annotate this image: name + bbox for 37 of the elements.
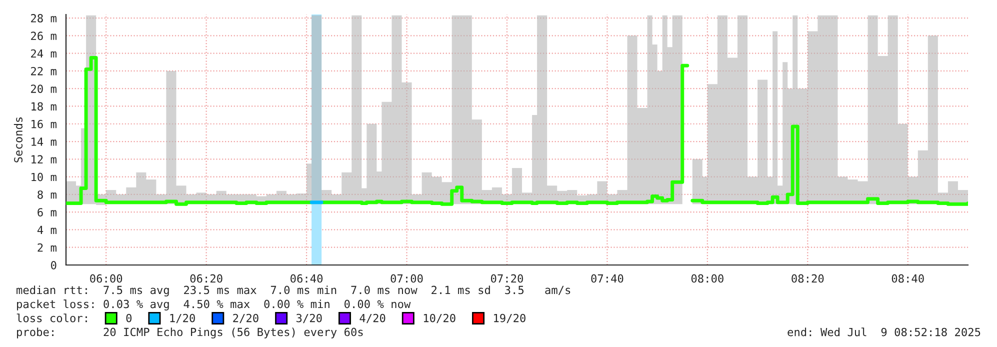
x-tick-label: 08:00: [691, 274, 724, 283]
x-tick-label: 08:20: [792, 274, 824, 283]
y-tick-label: 4 m: [37, 226, 56, 234]
y-tick-label: 12 m: [32, 155, 56, 164]
y-tick-label: 16 m: [32, 120, 56, 128]
y-tick-label: 22 m: [31, 66, 56, 76]
legend-title: loss color:: [16, 314, 87, 322]
y-tick-label: 24 m: [31, 49, 56, 58]
y-tick-label: 18 m: [32, 102, 56, 111]
x-tick-label: 06:00: [90, 274, 122, 283]
x-tick-label: 07:00: [390, 274, 423, 283]
y-tick-label: 10 m: [32, 172, 56, 182]
y-tick-label: 8 m: [38, 190, 56, 199]
legend-label: 0: [126, 314, 132, 322]
legend-label: 19/20: [494, 314, 526, 324]
x-tick-label: 06:20: [190, 274, 222, 283]
x-tick-label: 06:40: [290, 274, 323, 283]
y-tick-label: 14 m: [32, 138, 56, 146]
text: median rtt: 7.5 ms avg 23.5 ms max 7.0 ms min 7.0 ms now 2.1 ms sd 3.5 am/s: [16, 286, 570, 296]
legend-label: 1/20: [170, 314, 195, 324]
y-tick-label: 28 m: [31, 14, 56, 22]
legend-label: 4/20: [360, 314, 386, 324]
text: probe: 20 ICMP Echo Pings (56 Bytes) every 60s: [17, 328, 363, 338]
y-axis-title: Seconds: [14, 117, 23, 162]
text: end: Wed Jul 9 08:52:18 2025: [788, 328, 980, 336]
text: packet loss: 0.03 % avg 4.50 % max 0.00 % min 0.00 % now: [17, 300, 411, 310]
y-tick-label: 6 m: [38, 208, 56, 216]
legend-label: 3/20: [296, 314, 322, 324]
x-tick-label: 07:20: [490, 274, 523, 283]
y-tick-label: 26 m: [31, 32, 56, 40]
y-tick-label: 0: [51, 261, 56, 270]
y-tick-label: 20 m: [31, 84, 56, 93]
x-tick-label: 08:40: [892, 274, 924, 283]
y-tick-label: 2 m: [38, 243, 56, 252]
x-tick-label: 07:40: [591, 274, 624, 283]
legend-label: 2/20: [233, 314, 258, 324]
legend-label: 10/20: [424, 314, 456, 324]
